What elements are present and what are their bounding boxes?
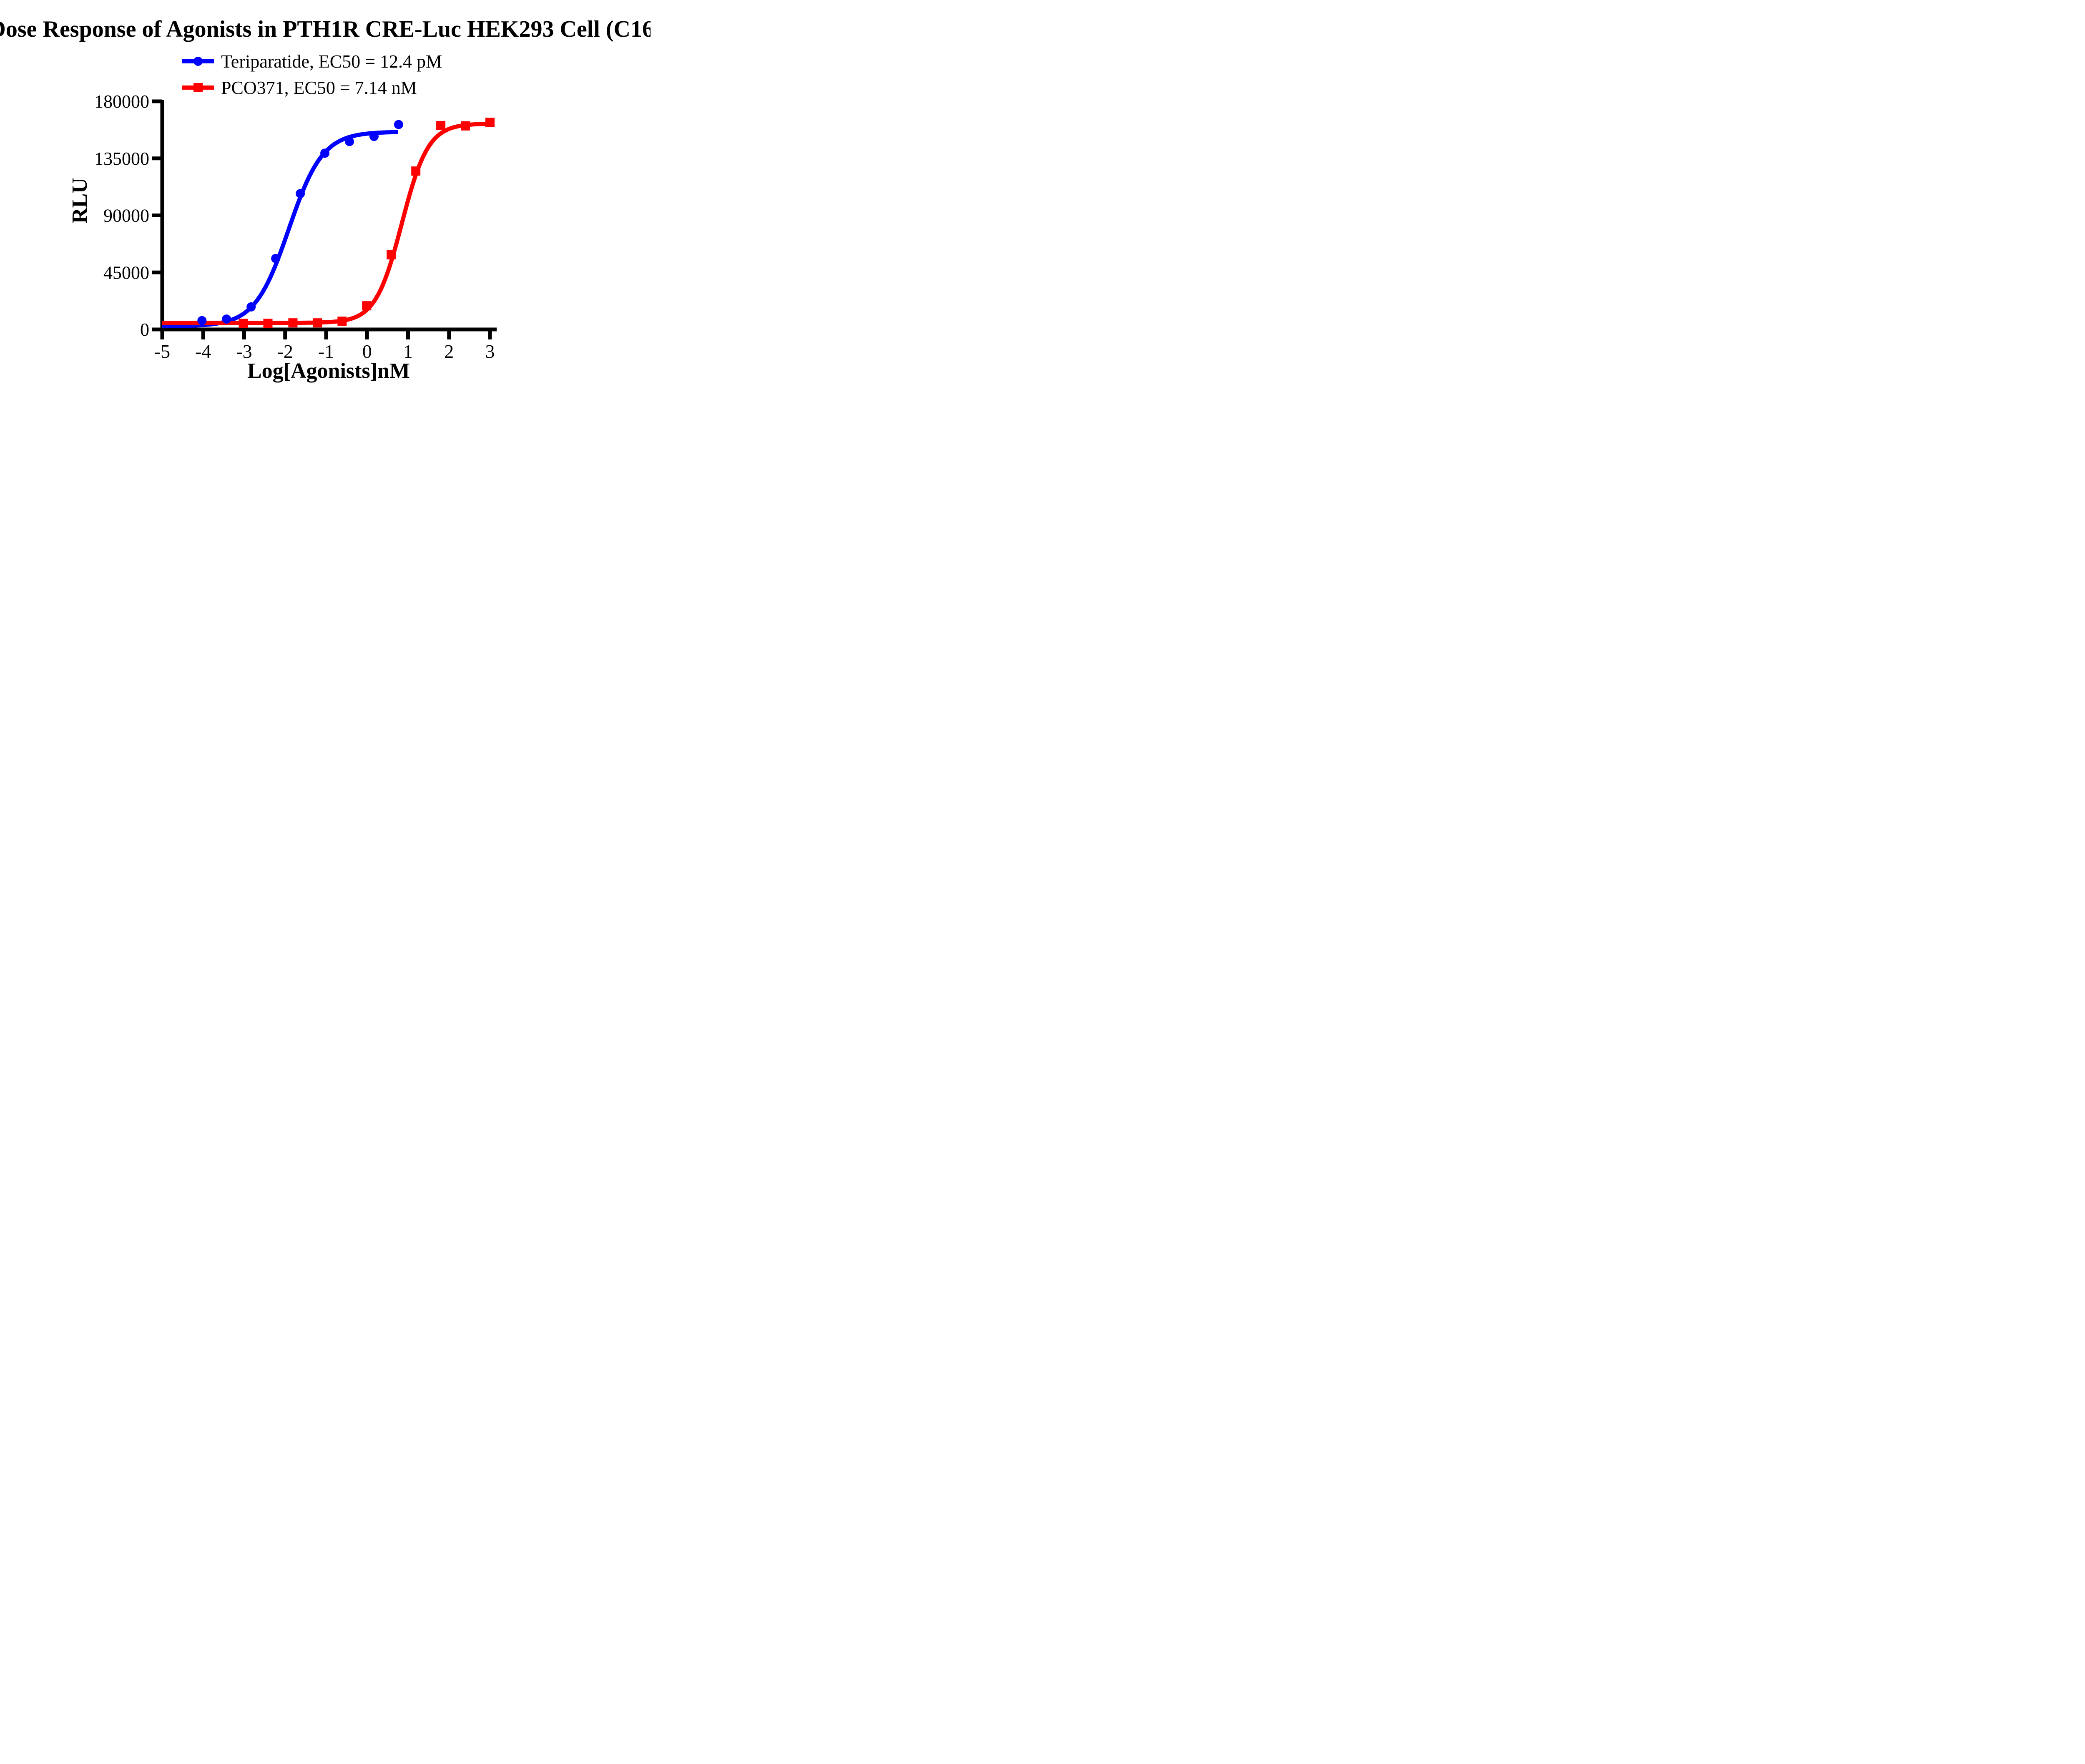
x-tick-label: -3 (236, 341, 252, 362)
axes: 0 45000 90000 135000 180000 -5 -4 -3 -2 -1 0 1 2 3 (94, 91, 497, 362)
legend-item-pco371: PCO371, EC50 = 7.14 nM (182, 78, 417, 98)
x-tick-label: 1 (403, 341, 413, 362)
fitted-curves (161, 121, 491, 329)
y-tick-label: 45000 (103, 262, 149, 283)
x-axis-ticks: -5 -4 -3 -2 -1 0 1 2 3 (154, 329, 495, 362)
x-tick-label: -5 (154, 341, 170, 362)
teriparatide-point (246, 302, 256, 312)
y-tick-label: 0 (140, 319, 149, 340)
x-tick-label: -1 (318, 341, 334, 362)
pco371-point (436, 121, 446, 131)
x-axis-label: Log[Agonists]nM (247, 359, 410, 383)
y-axis-label: RLU (68, 178, 92, 224)
legend-label-pco371: PCO371, EC50 = 7.14 nM (221, 78, 417, 98)
pco371-point (313, 318, 322, 328)
teriparatide-point (320, 148, 330, 158)
fit-curve-pco371 (161, 121, 491, 325)
x-tick-label: 2 (444, 341, 454, 362)
x-tick-label: 3 (485, 341, 495, 362)
teriparatide-point (271, 254, 281, 263)
teriparatide-point (345, 137, 354, 146)
dose-response-chart: Dose Response of Agonists in PTH1R CRE-L… (0, 16, 662, 383)
teriparatide-point (197, 316, 207, 325)
pco371-point (387, 250, 396, 260)
x-tick-label: 0 (362, 341, 372, 362)
legend-item-teriparatide: Teriparatide, EC50 = 12.4 pM (182, 51, 442, 72)
x-tick-label: -2 (277, 341, 293, 362)
y-tick-label: 90000 (103, 206, 149, 226)
pco371-point (411, 166, 421, 176)
teriparatide-point (222, 314, 231, 324)
teriparatide-point (394, 120, 403, 129)
pco371-point (263, 319, 273, 328)
legend-marker-square-icon (193, 83, 203, 92)
teriparatide-point (296, 189, 305, 199)
pco371-point (288, 318, 298, 328)
pco371-point (337, 317, 347, 326)
y-tick-label: 180000 (94, 91, 149, 112)
legend-marker-circle-icon (193, 57, 203, 66)
pco371-point (239, 319, 248, 328)
pco371-point (485, 118, 495, 127)
dose-response-figure: Dose Response of Agonists in PTH1R CRE-L… (0, 0, 662, 392)
pco371-point (461, 121, 470, 131)
teriparatide-point (369, 132, 379, 141)
y-axis-ticks: 0 45000 90000 135000 180000 (94, 91, 162, 340)
fit-curve-teriparatide (161, 130, 399, 329)
x-tick-label: -4 (195, 341, 211, 362)
legend-label-teriparatide: Teriparatide, EC50 = 12.4 pM (221, 51, 442, 72)
pco371-point (362, 301, 372, 311)
chart-title: Dose Response of Agonists in PTH1R CRE-L… (0, 16, 651, 42)
data-points (197, 118, 495, 328)
legend: Teriparatide, EC50 = 12.4 pM PCO371, EC5… (182, 51, 442, 98)
y-tick-label: 135000 (94, 148, 149, 169)
